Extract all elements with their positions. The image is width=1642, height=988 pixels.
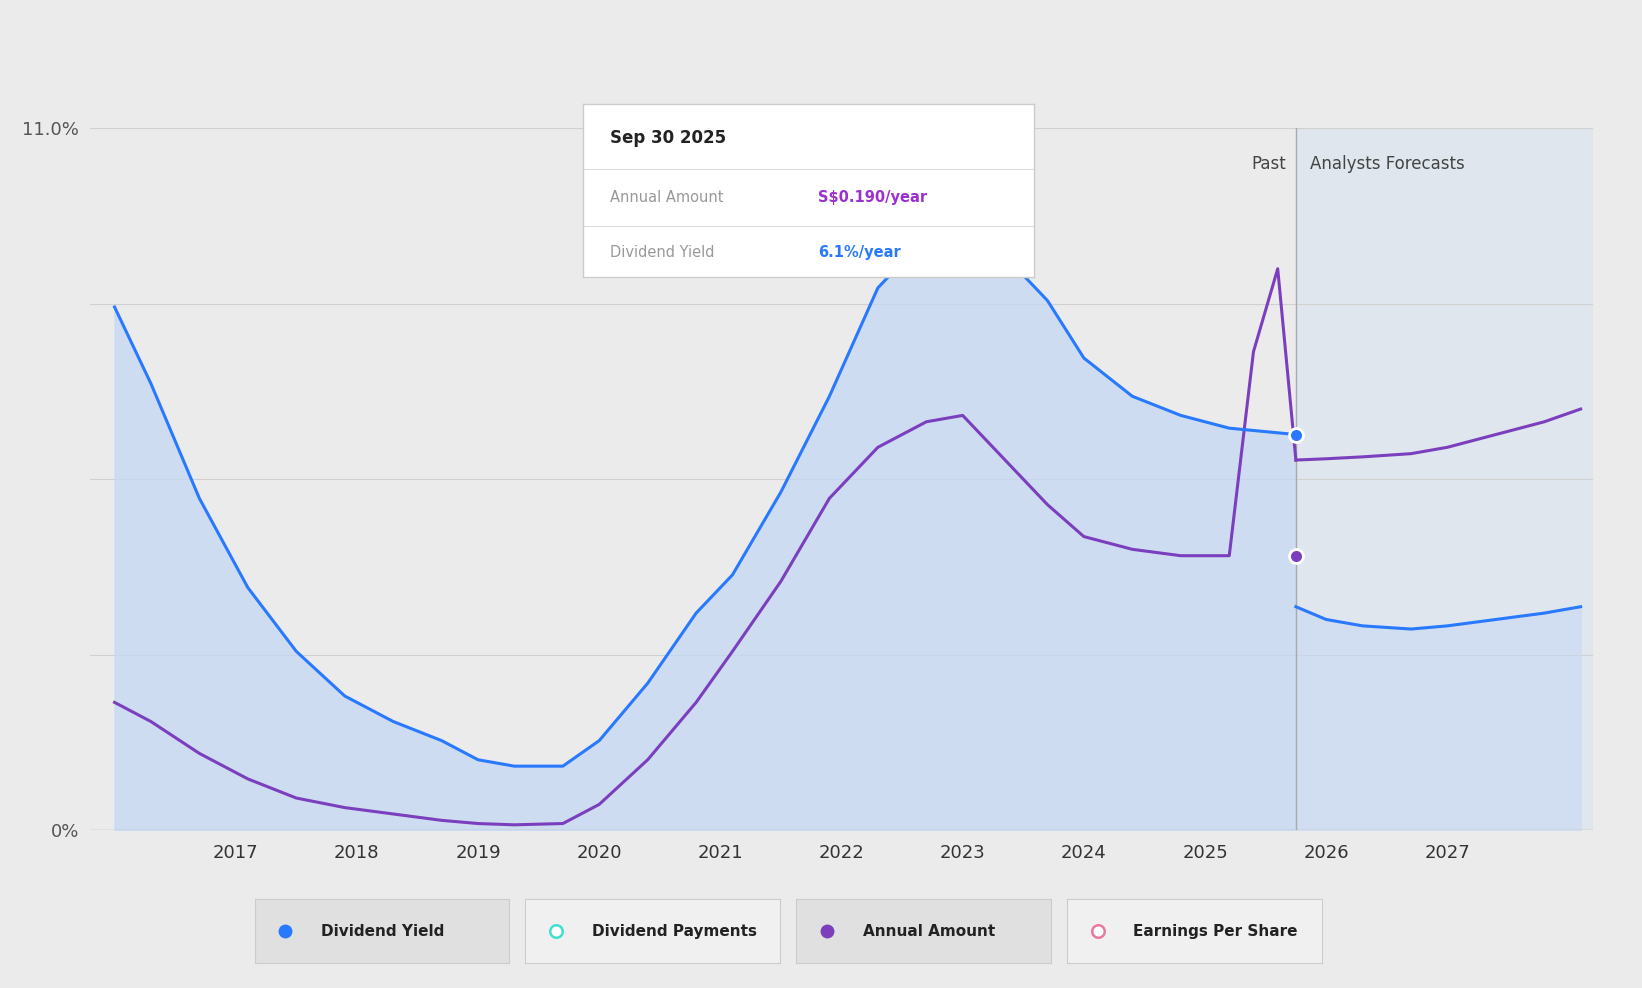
Bar	[1296, 128, 1593, 830]
Text: 6.1%/year: 6.1%/year	[818, 245, 900, 260]
Text: Past: Past	[1251, 154, 1286, 173]
Text: Earnings Per Share: Earnings Per Share	[1133, 924, 1297, 939]
Text: Annual Amount: Annual Amount	[611, 190, 724, 205]
Text: S$0.190/year: S$0.190/year	[818, 190, 926, 205]
Text: Analysts Forecasts: Analysts Forecasts	[1310, 154, 1465, 173]
Text: Dividend Yield: Dividend Yield	[320, 924, 443, 939]
Text: Sep 30 2025: Sep 30 2025	[611, 129, 726, 147]
Text: Dividend Yield: Dividend Yield	[611, 245, 714, 260]
Text: Dividend Payments: Dividend Payments	[591, 924, 757, 939]
Text: Annual Amount: Annual Amount	[862, 924, 995, 939]
